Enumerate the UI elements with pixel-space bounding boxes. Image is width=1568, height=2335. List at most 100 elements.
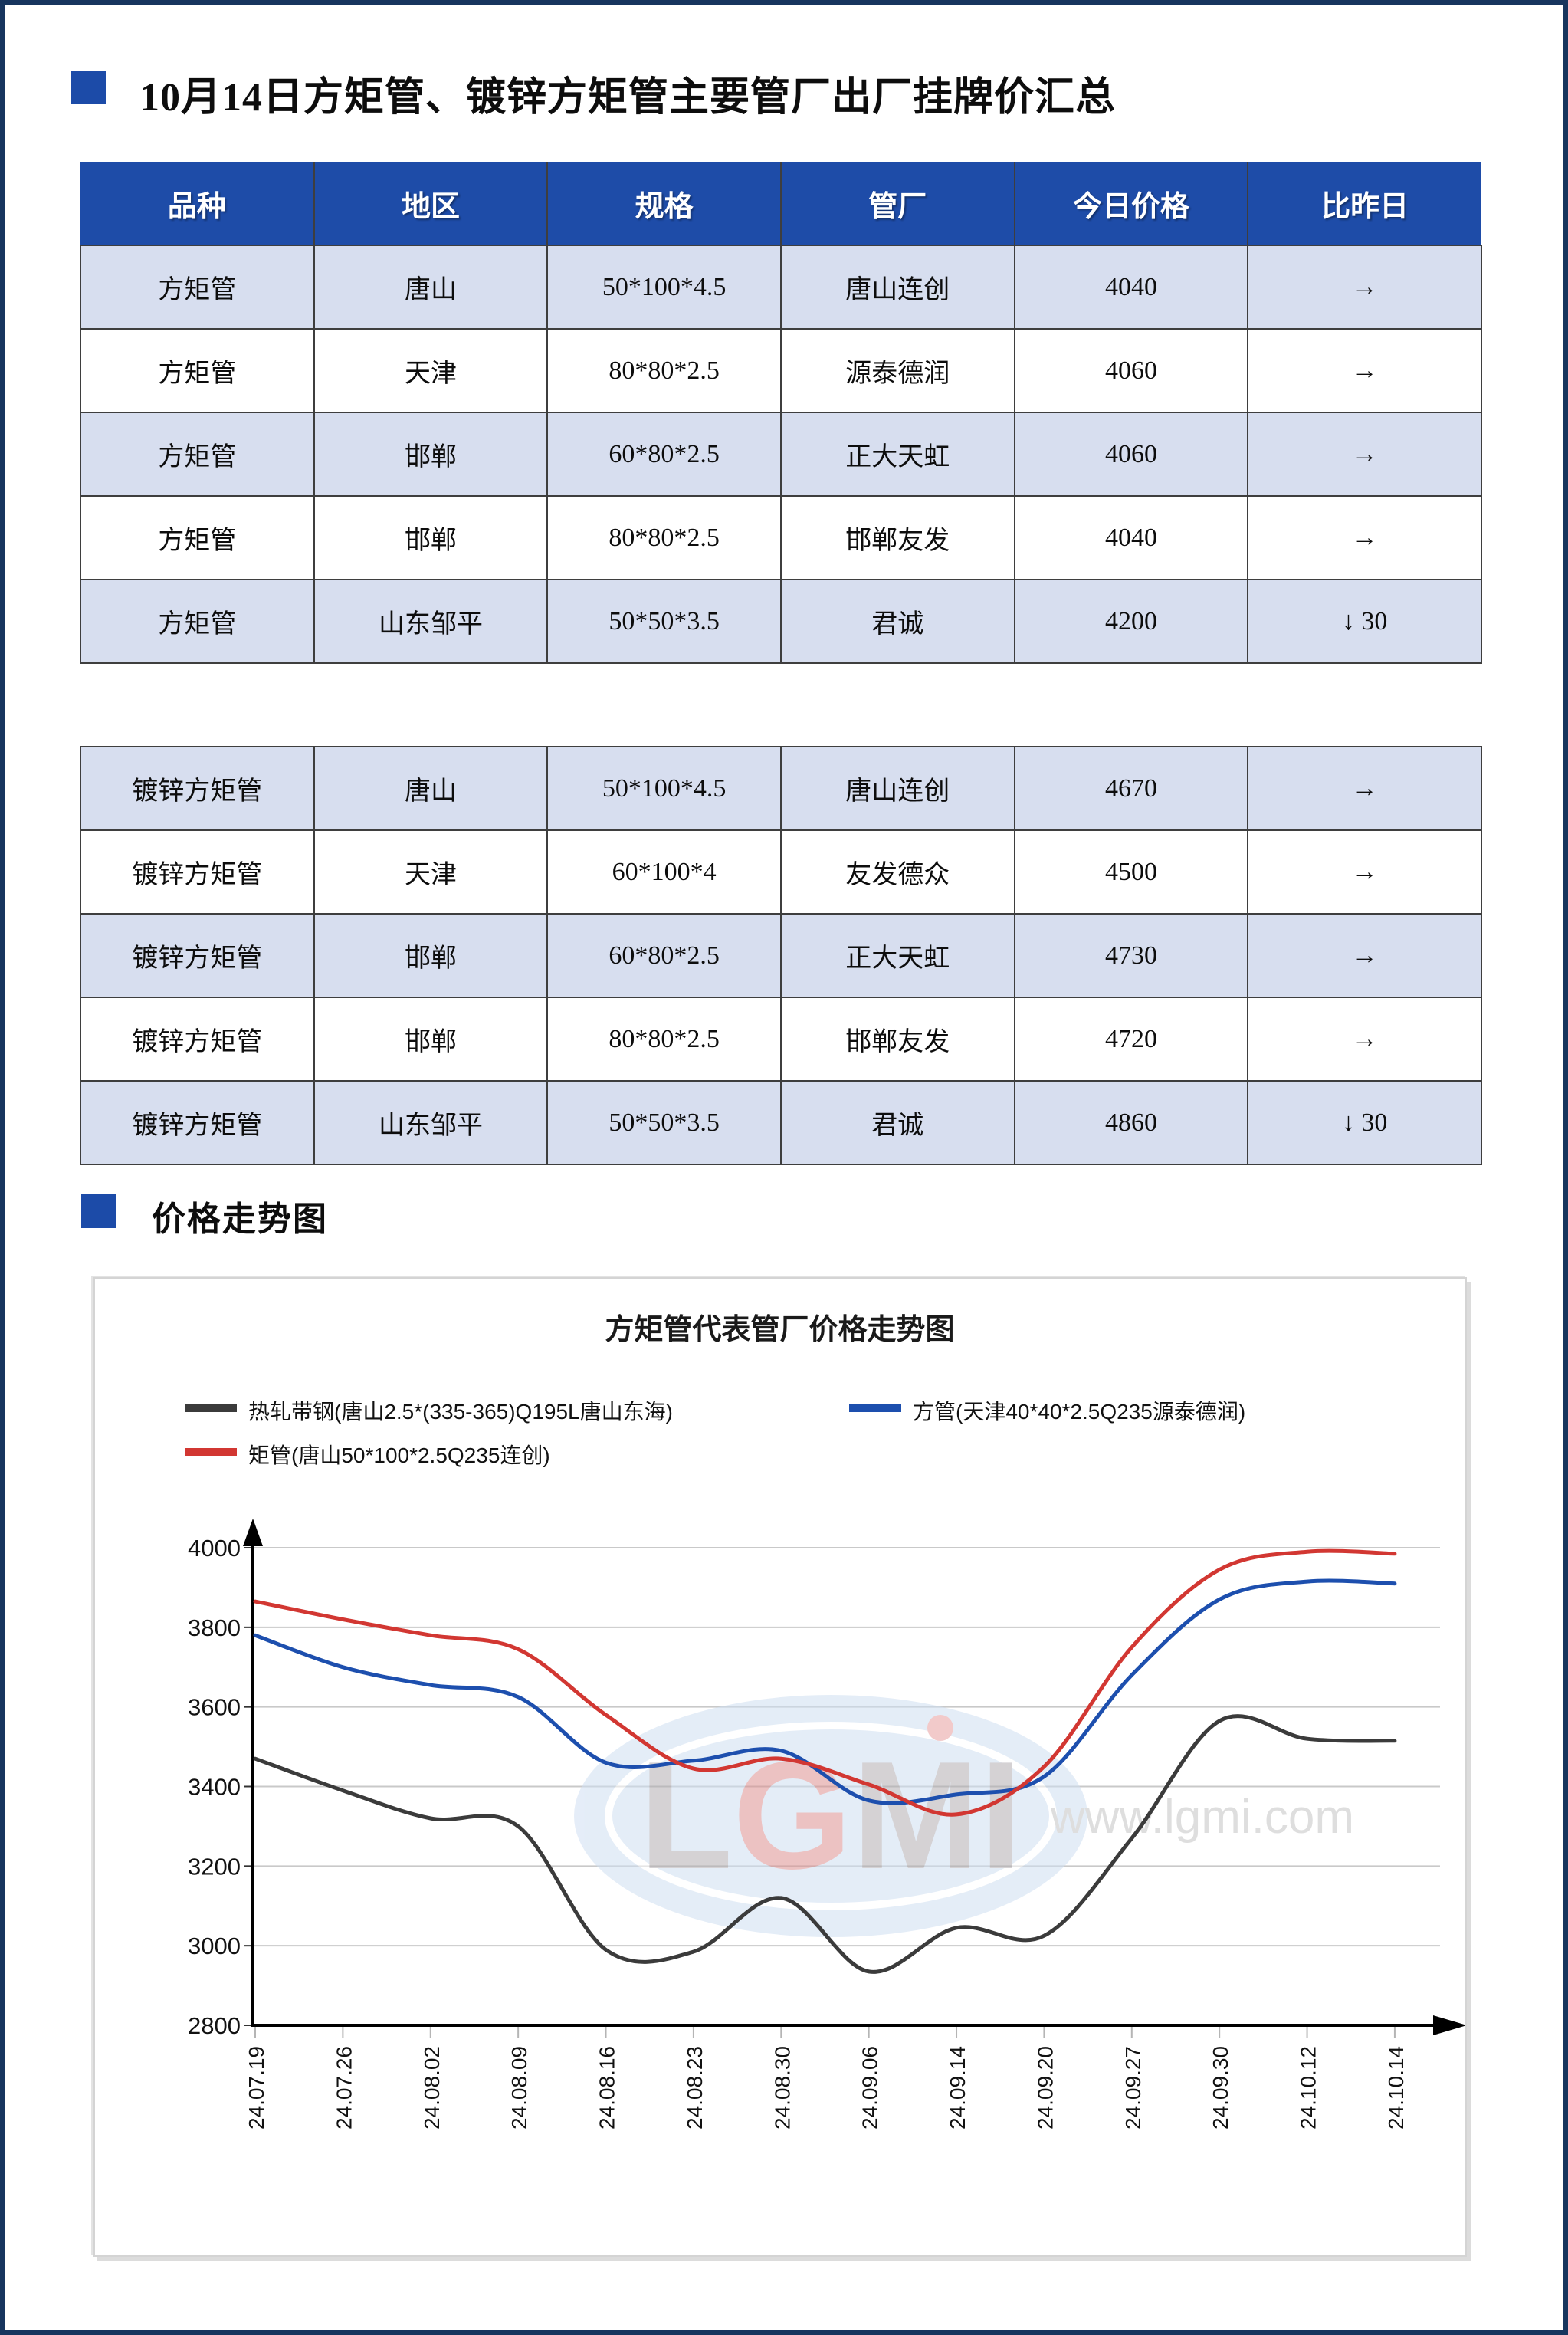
table-cell: 60*100*4 [546,829,782,915]
table-cell: 源泰德润 [779,328,1015,413]
column-header: 比昨日 [1247,162,1481,246]
table-cell: 邯郸 [313,997,549,1082]
table-cell: 镀锌方矩管 [80,913,315,998]
table-cell: 4060 [1013,328,1249,413]
x-axis-label: 24.08.02 [420,2046,444,2130]
x-axis-label: 24.08.30 [770,2046,794,2130]
price-trend-chart: 方矩管代表管厂价格走势图热轧带钢(唐山2.5*(335-365)Q195L唐山东… [93,1277,1467,2257]
table-cell: 友发德众 [779,829,1015,915]
y-axis-label: 3000 [188,1933,241,1959]
column-header: 管厂 [779,162,1015,246]
table-cell: 唐山 [313,746,549,831]
change-cell: → [1247,746,1482,831]
x-axis-label: 24.08.16 [595,2046,619,2130]
x-axis-label: 24.09.06 [858,2046,882,2130]
x-axis-arrow-icon [1433,2015,1465,2035]
lgmi-watermark: LGMI www.lgmi.com [574,1695,1354,1937]
y-axis-arrow-icon [243,1519,263,1546]
table-cell: 4200 [1013,579,1249,664]
chart-title: 方矩管代表管厂价格走势图 [605,1314,954,1346]
x-axis-label: 24.07.26 [332,2046,356,2130]
x-axis-label: 24.08.23 [683,2046,707,2130]
table-row: 镀锌方矩管 山东邹平 50*50*3.5 君诚 4860 ↓ 30 [80,1080,1482,1165]
change-cell: → [1247,997,1482,1082]
change-cell: → [1247,829,1482,915]
separator-row [80,662,1481,747]
table-row: 方矩管 邯郸 60*80*2.5 正大天虹 4060 → [80,412,1482,497]
table-cell: 天津 [313,328,549,413]
table-cell: 镀锌方矩管 [80,746,315,831]
y-axis-label: 3600 [188,1694,241,1721]
table-cell: 邯郸 [313,495,549,580]
section-title: 价格走势图 [152,1200,328,1238]
header-row: 品种 地区 规格 管厂 今日价格 比昨日 [80,162,1481,246]
table-cell: 唐山连创 [779,746,1015,831]
page-title-row: 10月14日方矩管、镀锌方矩管主要管厂出厂挂牌价汇总 [71,64,1527,126]
y-axis-label: 2800 [188,2012,241,2039]
legend-swatch [185,1448,237,1456]
separator-cell [80,662,1481,747]
x-axis-label: 24.09.27 [1121,2046,1145,2130]
table-cell: 方矩管 [80,328,315,413]
table-cell: 80*80*2.5 [546,997,782,1082]
y-axis-label: 3800 [188,1614,241,1641]
table-cell: 镀锌方矩管 [80,997,315,1082]
change-cell: → [1247,913,1482,998]
table-cell: 50*100*4.5 [546,245,782,330]
table-cell: 镀锌方矩管 [80,1080,315,1165]
change-cell: → [1247,328,1482,413]
table-cell: 方矩管 [80,245,315,330]
x-axis-label: 24.10.14 [1384,2046,1408,2130]
table-cell: 君诚 [779,1080,1015,1165]
table-cell: 4040 [1013,245,1249,330]
y-axis-label: 4000 [188,1535,241,1562]
table-cell: 4730 [1013,913,1249,998]
legend-label: 热轧带钢(唐山2.5*(335-365)Q195L唐山东海) [248,1400,673,1424]
table-cell: 80*80*2.5 [546,328,782,413]
section-bullet-icon [81,1194,129,1238]
change-cell: ↓ 30 [1247,579,1482,664]
x-axis-label: 24.07.19 [244,2046,268,2130]
table-cell: 邯郸友发 [779,997,1015,1082]
svg-text:www.lgmi.com: www.lgmi.com [1050,1791,1354,1844]
table-cell: 方矩管 [80,495,315,580]
table-cell: 方矩管 [80,412,315,497]
table-cell: 邯郸 [313,412,549,497]
table-cell: 80*80*2.5 [546,495,782,580]
table-cell: 4860 [1013,1080,1249,1165]
table-row: 方矩管 天津 80*80*2.5 源泰德润 4060 → [80,328,1482,413]
table-cell: 邯郸友发 [779,495,1015,580]
legend-swatch [849,1404,901,1412]
series-line [253,1548,1397,1817]
table-cell: 山东邹平 [313,579,549,664]
column-header: 品种 [80,162,315,246]
table-cell: 60*80*2.5 [546,913,782,998]
table-cell: 天津 [313,829,549,915]
table-cell: 50*100*4.5 [546,746,782,831]
table-cell: 50*50*3.5 [546,1080,782,1165]
table-cell: 50*50*3.5 [546,579,782,664]
trend-chart-svg: 方矩管代表管厂价格走势图热轧带钢(唐山2.5*(335-365)Q195L唐山东… [185,1314,1465,2130]
column-header: 今日价格 [1013,162,1249,246]
change-cell: → [1247,412,1482,497]
table-cell: 方矩管 [80,579,315,664]
change-cell: → [1247,495,1482,580]
svg-text:LGMI: LGMI [639,1730,1022,1901]
legend-swatch [185,1404,237,1412]
x-axis-label: 24.09.30 [1209,2046,1232,2130]
table-row: 方矩管 邯郸 80*80*2.5 邯郸友发 4040 → [80,495,1482,580]
table-cell: 4720 [1013,997,1249,1082]
table-row: 镀锌方矩管 天津 60*100*4 友发德众 4500 → [80,829,1482,915]
change-cell: → [1247,245,1482,330]
change-cell: ↓ 30 [1247,1080,1482,1165]
table-cell: 4060 [1013,412,1249,497]
table-cell: 正大天虹 [779,913,1015,998]
table-cell: 唐山 [313,245,549,330]
legend-label: 矩管(唐山50*100*2.5Q235连创) [248,1443,550,1467]
x-axis-label: 24.10.12 [1297,2046,1320,2130]
table-cell: 君诚 [779,579,1015,664]
table-row: 方矩管 山东邹平 50*50*3.5 君诚 4200 ↓ 30 [80,579,1482,664]
legend-label: 方管(天津40*40*2.5Q235源泰德润) [913,1400,1245,1424]
table-cell: 唐山连创 [779,245,1015,330]
